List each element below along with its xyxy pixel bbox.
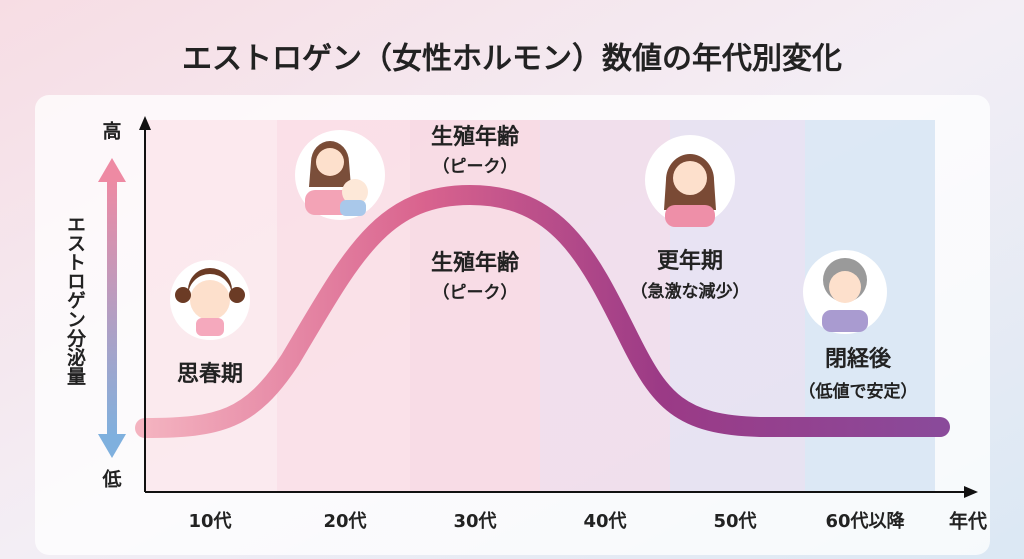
level-arrow-up	[98, 158, 126, 182]
band	[410, 120, 540, 492]
y-axis-label: エストロゲン分泌量	[64, 215, 87, 386]
x-axis-arrow	[964, 486, 978, 498]
stage-label: 閉経後	[825, 346, 892, 372]
middle-age-avatar	[645, 135, 735, 227]
senior-avatar	[803, 250, 887, 334]
age-label: 30代	[453, 511, 496, 532]
stage-label: 更年期	[657, 248, 723, 274]
age-bands	[145, 120, 935, 492]
x-axis-label: 年代	[949, 510, 987, 533]
y-axis-arrow	[139, 116, 151, 130]
age-label: 20代	[323, 511, 366, 532]
stage-note: （急激な減少）	[631, 281, 750, 302]
age-label: 10代	[188, 511, 231, 532]
level-arrow-down	[98, 434, 126, 458]
title: エストロゲン（女性ホルモン）数値の年代別変化	[182, 42, 842, 77]
stage-note: （ピーク）	[433, 156, 518, 177]
avatars	[170, 130, 887, 340]
stage-label: 生殖年齢	[431, 124, 519, 150]
y-high-label: 高	[102, 120, 121, 143]
estrogen-curve	[135, 184, 950, 438]
age-label: 40代	[583, 511, 626, 532]
age-label: 50代	[713, 511, 756, 532]
stage-label: 思春期	[177, 362, 243, 387]
stage-note: （ピーク）	[433, 282, 518, 303]
stage-note: （低値で安定）	[799, 381, 918, 402]
age-label: 60代以降	[825, 510, 905, 532]
stage-label: 生殖年齢	[431, 250, 519, 276]
y-low-label: 低	[101, 468, 121, 491]
mother-avatar	[295, 130, 385, 220]
girl-avatar	[170, 260, 250, 340]
level-bar	[107, 178, 117, 438]
